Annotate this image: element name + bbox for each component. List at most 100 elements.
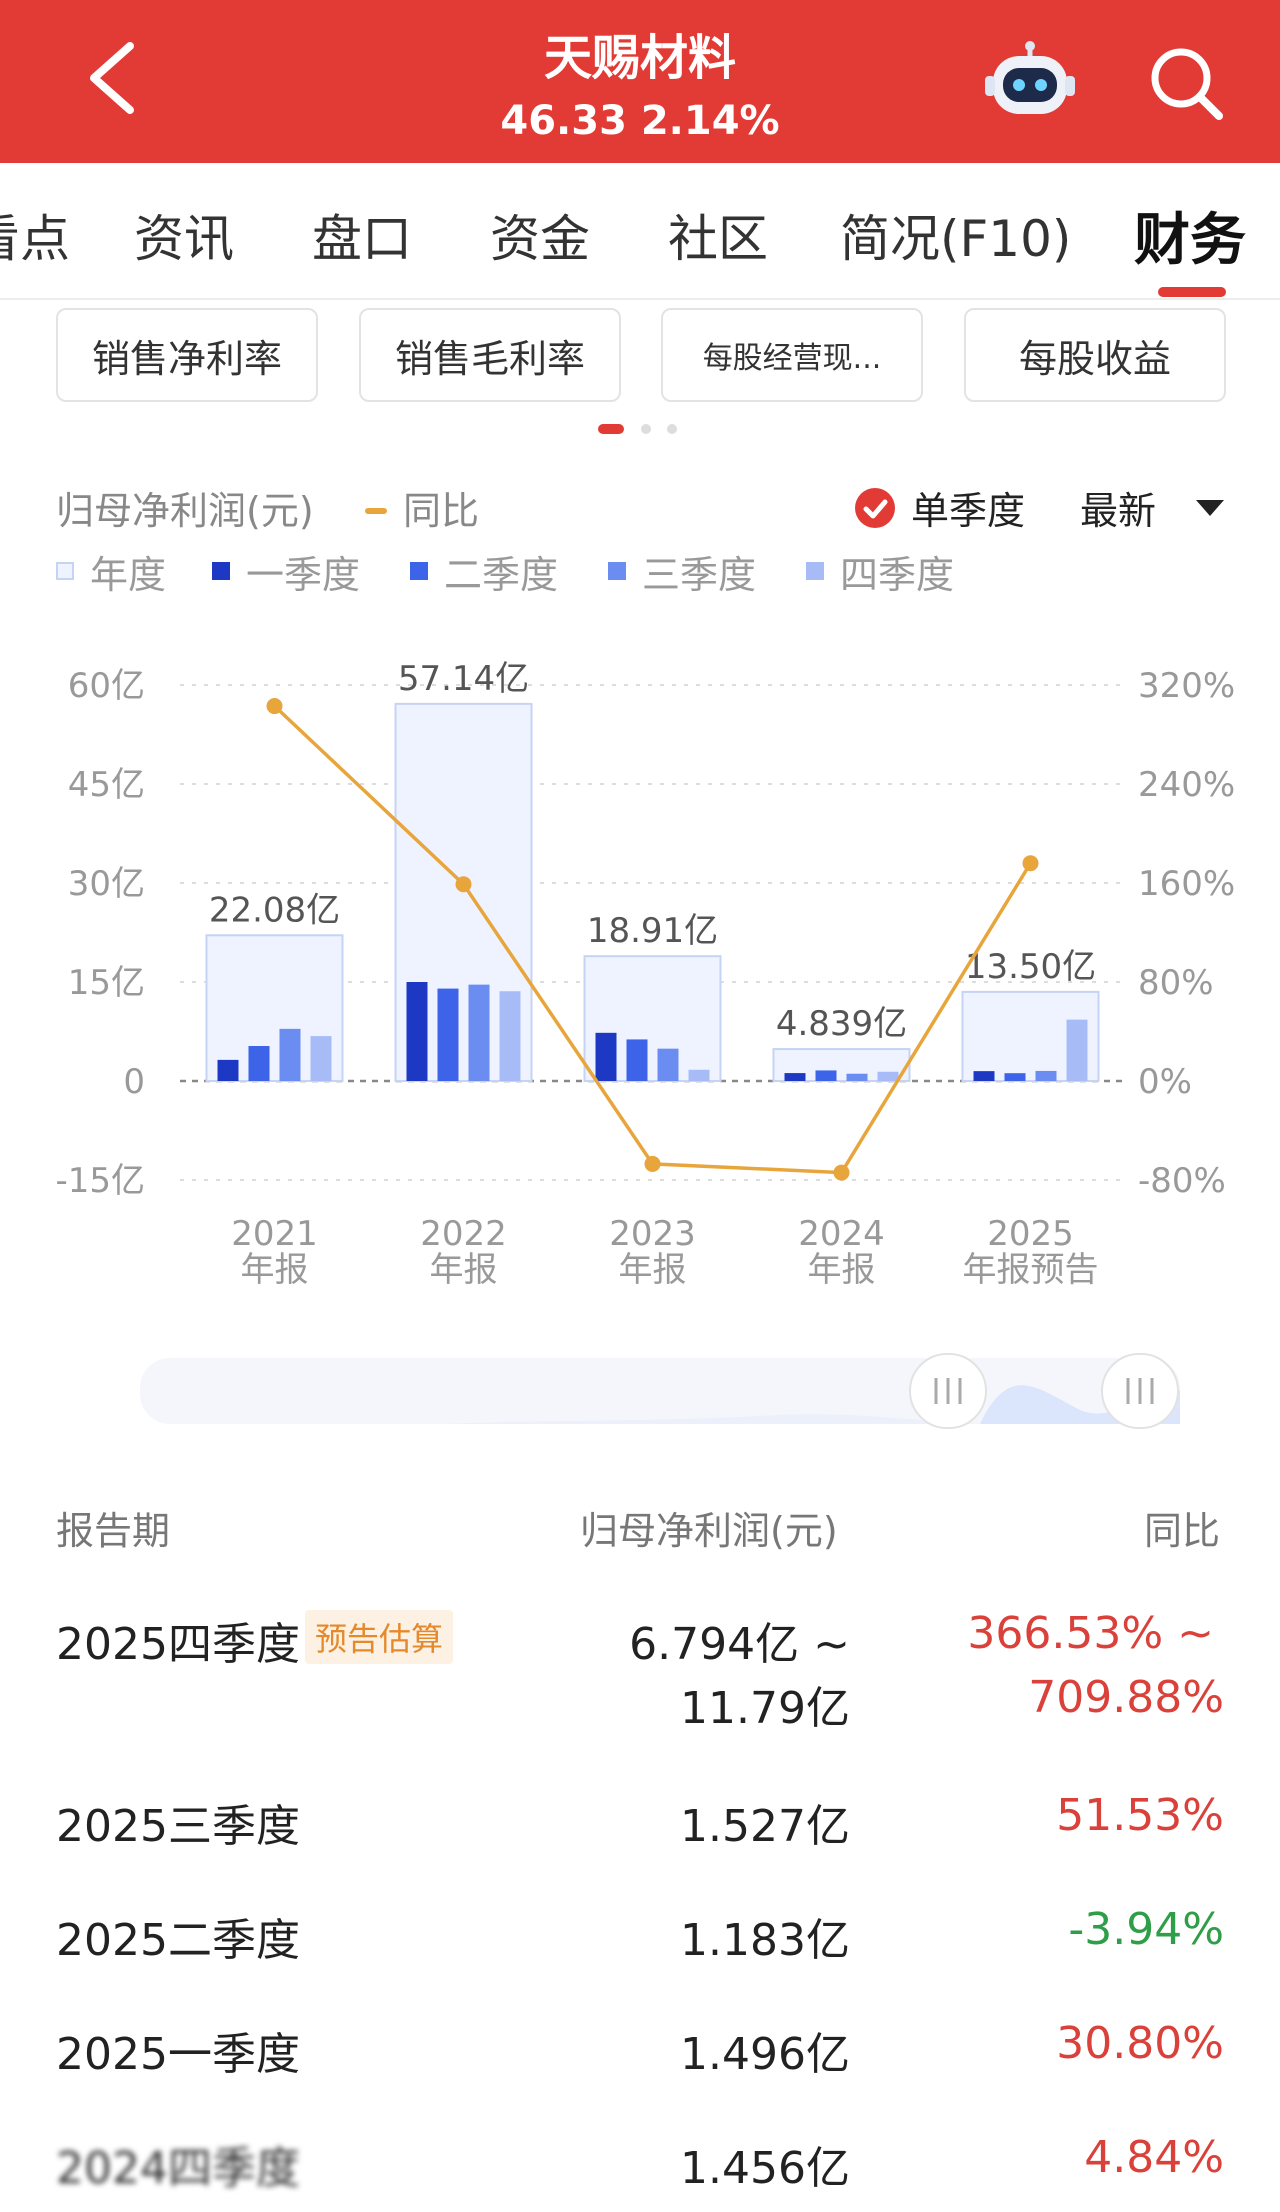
y-left-tick-label: 30亿 (68, 864, 145, 904)
quarter-bar (310, 1036, 332, 1081)
page-indicator (598, 424, 677, 434)
y-left-tick-label: 0 (123, 1062, 145, 1102)
quarter-bar (626, 1039, 648, 1081)
chip-gross-margin[interactable]: 销售毛利率 (359, 308, 621, 402)
y-left-tick-label: 15亿 (68, 963, 145, 1003)
yoy-point (455, 876, 472, 893)
x-tick-label: 年报 (619, 1250, 687, 1290)
col-header-period: 报告期 (56, 1509, 171, 1553)
quarter-bar (248, 1046, 270, 1081)
tab-highlights[interactable]: 看点 (0, 210, 70, 268)
legend-q2[interactable]: 二季度 (444, 553, 559, 597)
x-tick-label: 2024 (798, 1214, 885, 1254)
legend-swatch-annual (56, 562, 74, 580)
quarter-bar (877, 1071, 899, 1081)
row-value: 1.496亿 (680, 2029, 850, 2080)
legend-swatch-q3 (608, 562, 626, 580)
slider-handle-left[interactable] (909, 1353, 987, 1429)
y-right-tick-label: 160% (1138, 864, 1235, 904)
row-value: 1.183亿 (680, 1915, 850, 1966)
single-quarter-toggle[interactable]: 单季度 (911, 489, 1026, 533)
col-header-yoy: 同比 (1144, 1509, 1221, 1553)
yoy-legend-label: 同比 (403, 489, 480, 533)
stock-header: 天赐材料 46.33 2.14% (0, 0, 1280, 163)
y-right-tick-label: 240% (1138, 765, 1235, 805)
row-period: 2025一季度 (56, 2029, 300, 2080)
x-tick-label: 年报 (241, 1250, 309, 1290)
tab-bar: 看点 资讯 盘口 资金 社区 简况(F10) 财务 (0, 163, 1280, 300)
quarter-bar (1004, 1073, 1026, 1081)
legend-swatch-q4 (806, 562, 824, 580)
quarter-bar (499, 991, 521, 1081)
stock-quote: 46.33 2.14% (500, 98, 780, 144)
chip-eps[interactable]: 每股收益 (964, 308, 1226, 402)
row-yoy: 4.84% (1084, 2132, 1224, 2183)
quarter-bar (406, 982, 428, 1081)
tab-news[interactable]: 资讯 (134, 210, 234, 268)
chevron-down-icon[interactable] (1196, 500, 1224, 516)
legend-annual[interactable]: 年度 (90, 553, 167, 597)
x-tick-label: 年报预告 (963, 1250, 1099, 1290)
quarter-bar (279, 1028, 301, 1081)
tab-profile-f10[interactable]: 简况(F10) (840, 210, 1072, 268)
yoy-point (833, 1164, 850, 1181)
range-slider[interactable] (140, 1350, 1180, 1432)
quarter-bar (468, 984, 490, 1081)
quarter-bar (846, 1073, 868, 1081)
chip-net-margin[interactable]: 销售净利率 (56, 308, 318, 402)
slider-handle-right[interactable] (1101, 1353, 1179, 1429)
tab-order-book[interactable]: 盘口 (312, 210, 412, 268)
checked-icon[interactable] (855, 488, 895, 528)
legend-swatch-q1 (212, 562, 230, 580)
search-icon[interactable] (1145, 42, 1225, 122)
row-period: 2025二季度 (56, 1915, 300, 1966)
annual-bar-label: 57.14亿 (398, 659, 529, 699)
quarter-bar (784, 1073, 806, 1081)
x-tick-label: 2022 (420, 1214, 507, 1254)
net-profit-chart: 60亿 320% 45亿 240% 30亿 160% 15亿 80% 0 0% -15亿 -80% 22… (55, 659, 1235, 1290)
forecast-badge: 预告估算 (305, 1610, 454, 1664)
annual-bar-label: 18.91亿 (587, 911, 718, 951)
row-yoy: 30.80% (1056, 2018, 1224, 2069)
tab-community[interactable]: 社区 (668, 210, 768, 268)
row-period: 2024四季度 (56, 2143, 300, 2194)
quarter-bar (815, 1070, 837, 1081)
legend-q4[interactable]: 四季度 (840, 553, 955, 597)
y-right-tick-label: 80% (1138, 963, 1214, 1003)
quarter-bar (437, 988, 459, 1081)
yoy-point (644, 1155, 661, 1172)
yoy-point (1022, 855, 1039, 872)
annual-bar-label: 13.50亿 (965, 947, 1096, 987)
row-value: 1.456亿 (680, 2143, 850, 2194)
row-yoy: 51.53% (1056, 1790, 1224, 1841)
chip-operating-cashflow-per-share[interactable]: 每股经营现... (661, 308, 923, 402)
back-arrow-icon[interactable] (80, 38, 150, 118)
legend-q1[interactable]: 一季度 (246, 553, 361, 597)
y-right-tick-label: 320% (1138, 666, 1235, 706)
y-left-tick-label: 60亿 (68, 666, 145, 706)
annual-bar-label: 22.08亿 (209, 890, 340, 930)
legend-swatch-q2 (410, 562, 428, 580)
row-value: 1.527亿 (680, 1801, 850, 1852)
y-left-tick-label: -15亿 (55, 1161, 145, 1201)
row-yoy-low: 366.53% ~ (967, 1608, 1214, 1659)
active-tab-indicator (1158, 287, 1226, 297)
row-value-low: 6.794亿 ~ (629, 1619, 850, 1670)
row-value-high: 11.79亿 (680, 1683, 850, 1734)
robot-assistant-icon[interactable] (985, 40, 1075, 120)
quarter-bar (1035, 1070, 1057, 1081)
metric-title: 归母净利润(元) (56, 489, 314, 533)
quarter-bar (1066, 1019, 1088, 1081)
x-tick-label: 年报 (808, 1250, 876, 1290)
tab-finance[interactable]: 财务 (1134, 208, 1246, 273)
x-tick-label: 2025 (987, 1214, 1074, 1254)
y-right-tick-label: -80% (1138, 1161, 1226, 1201)
tab-capital[interactable]: 资金 (490, 210, 590, 268)
row-yoy: -3.94% (1068, 1904, 1224, 1955)
range-dropdown[interactable]: 最新 (1080, 489, 1157, 533)
col-header-net-profit: 归母净利润(元) (580, 1509, 838, 1553)
quarter-bar (595, 1032, 617, 1081)
metric-chip-row: 销售净利率 销售毛利率 每股经营现... 每股收益 (0, 308, 1280, 408)
legend-q3[interactable]: 三季度 (642, 553, 757, 597)
y-right-tick-label: 0% (1138, 1062, 1192, 1102)
